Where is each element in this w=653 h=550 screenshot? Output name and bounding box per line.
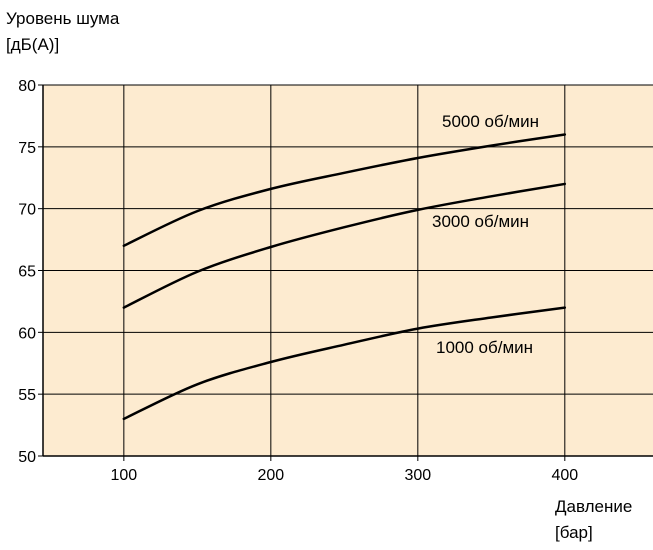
y-axis-unit-label: [дБ(А)] [6, 35, 59, 54]
series-line [122, 182, 567, 309]
grid-lines [43, 84, 653, 457]
y-tick-label: 50 [18, 449, 36, 466]
y-tick-label: 55 [18, 387, 36, 404]
x-tick-label: 300 [404, 467, 431, 484]
x-tick-label: 100 [110, 467, 137, 484]
y-tick-label: 60 [18, 325, 36, 342]
series-lines [122, 133, 567, 421]
x-axis-unit-label: [бар] [555, 523, 593, 542]
y-tick-label: 80 [18, 78, 36, 95]
series-labels: 5000 об/мин 3000 об/мин 1000 об/мин [432, 112, 539, 357]
y-tick-label: 75 [18, 140, 36, 157]
series-label: 1000 об/мин [436, 338, 533, 357]
y-axis-label: Уровень шума [6, 9, 120, 28]
x-tick-label: 200 [257, 467, 284, 484]
y-tick-label: 70 [18, 202, 36, 219]
y-tick-label: 65 [18, 264, 36, 281]
x-axis-label: Давление [555, 497, 632, 516]
x-tick-label: 400 [551, 467, 578, 484]
series-line [122, 306, 567, 421]
series-line [122, 133, 567, 248]
series-label: 3000 об/мин [432, 212, 529, 231]
axes: 50 55 60 65 70 75 80 100 200 300 400 [18, 78, 653, 484]
series-label: 5000 об/мин [442, 112, 539, 131]
